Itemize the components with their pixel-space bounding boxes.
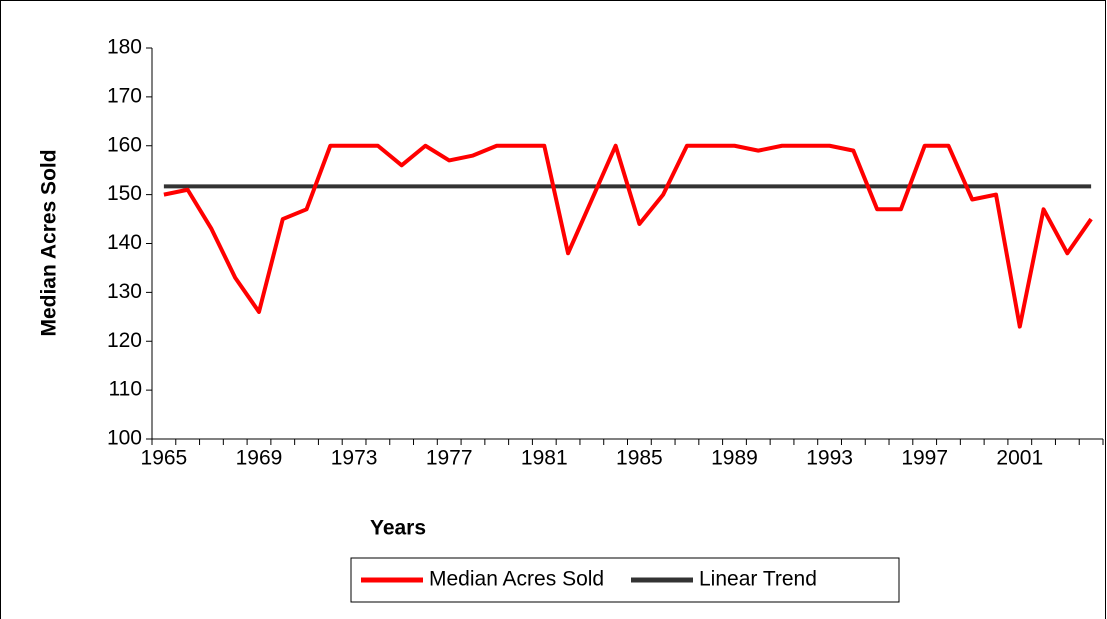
y-axis-title: Median Acres Sold	[38, 149, 61, 336]
x-tick-label: 1965	[141, 447, 188, 470]
x-tick-label: 1977	[426, 447, 473, 470]
x-tick-label: 1973	[331, 447, 378, 470]
x-tick-label: 1993	[806, 447, 853, 470]
x-tick-label: 2001	[996, 447, 1043, 470]
x-tick-label: 1989	[711, 447, 758, 470]
y-tick-label: 100	[107, 427, 142, 450]
x-tick-label: 1985	[616, 447, 663, 470]
x-axis-title: Years	[370, 517, 426, 540]
line-series	[163, 143, 1093, 329]
y-tick-label: 150	[107, 182, 142, 205]
x-tick-label: 1997	[901, 447, 948, 470]
legend-label: Linear Trend	[699, 568, 817, 591]
y-tick-label: 120	[107, 329, 142, 352]
y-tick-label: 160	[107, 133, 142, 156]
y-tick-label: 180	[107, 36, 142, 59]
y-tick-label: 130	[107, 280, 142, 303]
legend-label: Median Acres Sold	[429, 568, 604, 591]
x-tick-label: 1969	[236, 447, 283, 470]
y-tick-label: 140	[107, 231, 142, 254]
y-tick-label: 170	[107, 84, 142, 107]
legend-box	[350, 557, 900, 603]
x-tick-label: 1981	[521, 447, 568, 470]
y-tick-label: 110	[109, 378, 142, 401]
